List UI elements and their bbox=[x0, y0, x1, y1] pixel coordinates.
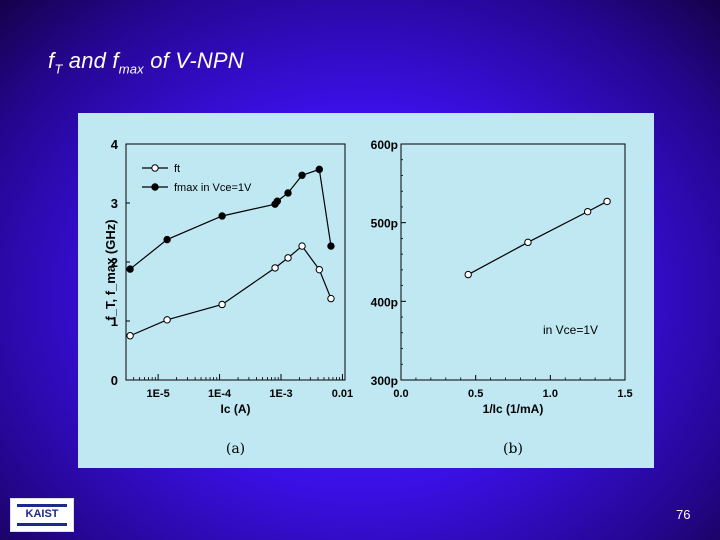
chart-a-ylabel: f_T, f_max (GHz) bbox=[103, 219, 118, 320]
chart-b-ytick-label: 300p bbox=[371, 374, 398, 388]
title-part-2: and f bbox=[62, 48, 119, 73]
chart-a-point-ft bbox=[315, 265, 324, 274]
chart-a-point-fmax bbox=[284, 189, 292, 197]
chart-a-point-fmax bbox=[298, 171, 306, 179]
chart-a-xtick-label: 1E-3 bbox=[269, 388, 292, 400]
chart-a-ytick-label: 1 bbox=[111, 314, 118, 329]
chart-a-xlabel: Ic (A) bbox=[221, 402, 251, 416]
chart-a-ytick-label: 4 bbox=[111, 137, 119, 152]
kaist-logo: KAIST bbox=[10, 498, 74, 532]
chart-a-point-ft bbox=[163, 316, 171, 324]
chart-a-point-ft bbox=[271, 264, 279, 272]
chart-b-xtick-label: 0.0 bbox=[393, 388, 408, 400]
chart-a-point-fmax bbox=[126, 265, 134, 273]
chart-b-point bbox=[524, 238, 532, 247]
chart-a-point-fmax bbox=[315, 165, 324, 174]
chart-a-point-ft bbox=[126, 332, 134, 340]
title-part-1: f bbox=[48, 48, 55, 73]
chart-b-xtick-label: 1.5 bbox=[617, 388, 632, 400]
chart-b-point bbox=[464, 270, 472, 279]
chart-a-legend-label-ft: ft bbox=[174, 163, 180, 175]
chart-b-xlabel: 1/Ic (1/mA) bbox=[483, 402, 544, 416]
chart-b-ytick-label: 500p bbox=[371, 217, 398, 231]
chart-a-legend-marker-ft bbox=[151, 164, 159, 172]
chart-a-ytick-label: 3 bbox=[111, 196, 118, 211]
title-part-3: of V-NPN bbox=[143, 48, 244, 73]
title-subscript-t: T bbox=[54, 61, 63, 77]
chart-a-legend-label-fmax: fmax in Vce=1V bbox=[174, 182, 252, 194]
chart-a-point-ft bbox=[298, 242, 306, 250]
chart-b-point bbox=[603, 197, 611, 206]
chart-b-ytick-label: 400p bbox=[371, 295, 398, 309]
chart-b-frame bbox=[400, 143, 626, 381]
chart-a-point-ft bbox=[284, 254, 292, 262]
chart-a-point-ft bbox=[218, 300, 226, 309]
chart-a-point-fmax bbox=[273, 197, 281, 205]
chart-b-xtick-label: 0.5 bbox=[468, 388, 483, 400]
chart-a-ytick-label: 2 bbox=[111, 255, 118, 270]
chart-b-ytick-label: 600p bbox=[371, 138, 398, 152]
chart-a-series-line-ft bbox=[129, 245, 332, 337]
chart-a-xtick-label: 0.01 bbox=[332, 388, 353, 400]
chart-a-xtick-label: 1E-5 bbox=[147, 388, 170, 400]
chart-a-xtick-label: 1E-4 bbox=[208, 388, 232, 400]
chart-a-point-ft bbox=[327, 294, 335, 303]
chart-a-caption: (a) bbox=[226, 441, 245, 457]
title-subscript-max: max bbox=[118, 61, 144, 77]
chart-a-point-fmax bbox=[163, 235, 171, 244]
chart-a-point-fmax bbox=[327, 242, 335, 250]
chart-a-ytick-label: 0 bbox=[111, 373, 118, 388]
chart-b-point bbox=[583, 207, 592, 216]
chart-b-series-line bbox=[467, 200, 608, 276]
chart-b-caption: (b) bbox=[503, 441, 523, 457]
chart-b-annotation: in Vce=1V bbox=[543, 323, 598, 337]
logo-text: KAIST bbox=[25, 508, 59, 520]
slide-title: fT and fmax of V-NPN bbox=[48, 48, 244, 77]
page-number: 76 bbox=[676, 507, 691, 522]
chart-a-legend-marker-fmax bbox=[151, 183, 159, 191]
chart-a-point-fmax bbox=[218, 212, 226, 220]
chart-svg: 0 1 2 3 4 1E-5 1E-4 1E-3 0.01 Ic (A) f_T, f_max (G… bbox=[103, 137, 633, 457]
chart-a-frame bbox=[125, 143, 346, 381]
chart-panel: 0 1 2 3 4 1E-5 1E-4 1E-3 0.01 Ic (A) f_T, f_max (G… bbox=[78, 113, 654, 468]
chart-b-xtick-label: 1.0 bbox=[543, 388, 558, 400]
